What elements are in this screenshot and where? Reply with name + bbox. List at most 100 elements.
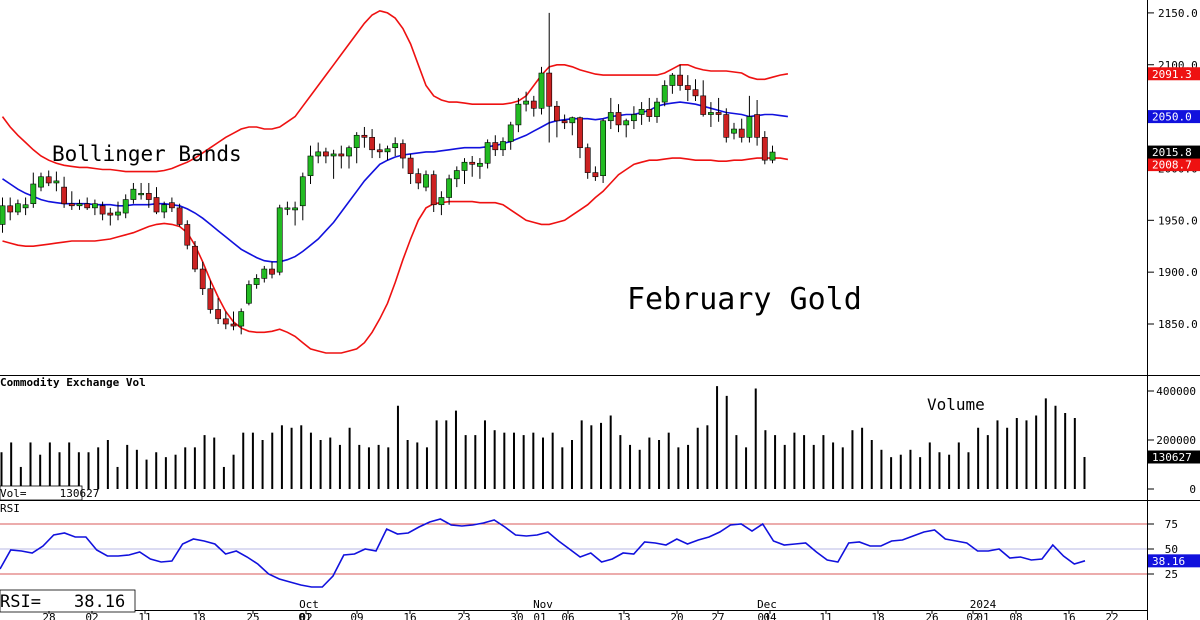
candle-body [192,245,198,270]
volume-label: Volume [927,395,985,414]
candle-body [769,151,776,161]
candle [53,171,60,192]
date-tick-label: 16 [403,611,416,620]
candle-body [476,162,483,167]
candle [476,158,483,179]
candle-body [45,176,52,184]
date-tick-label: 28 [42,611,55,620]
candle-body [338,153,345,157]
candle [369,129,375,159]
candle [569,116,576,136]
candle-body [269,268,275,275]
date-tick-label: 13 [617,611,630,620]
candle [607,97,614,130]
rsi-axis-ticks: 25 50 75 38.16 [1148,518,1200,581]
candle [415,168,422,190]
lower-band-line [2,157,789,354]
candle-body [230,323,237,327]
candle-body [623,120,630,126]
candle [138,182,144,200]
lower-band-tag-box [1148,158,1200,172]
candle-body [307,155,314,177]
volume-axis-ticks: 0 200000 400000 130627 [1148,385,1200,496]
candle [546,12,553,143]
candle-body [700,95,707,115]
candle [453,166,460,188]
candle [523,91,529,112]
candle-body [569,117,576,124]
candle [322,147,329,164]
candle-body [38,176,44,188]
candle [469,156,476,177]
candle [754,100,760,146]
candle-body [107,212,114,216]
date-tick-label-extra: 01 [298,611,311,620]
candle-body [176,207,183,225]
candle-body [153,197,160,213]
candle [661,80,668,107]
candle-body [215,309,221,320]
candle-body [646,109,653,117]
candle-body [238,311,245,327]
rsi-readout-box [0,589,136,613]
candle [68,191,75,210]
candle [176,203,183,227]
candle [107,207,114,226]
candle [246,280,252,306]
candle-body [15,203,21,213]
volume-readout-box [0,485,83,501]
candle [361,126,368,148]
date-axis: 28 02 11 18 25 02 09 16 23 30 06 13 20 27 04 11 18 26 02 08… [42,598,1118,620]
month-label: Oct [299,598,319,611]
candle [700,80,707,117]
candle-body [322,151,329,157]
volume-panel-title: Commodity Exchange Vol [0,376,146,389]
candlesticks [0,12,776,335]
candle-body [99,205,106,215]
volume-last-tag-box [1148,450,1200,464]
candle-body [22,204,29,209]
candle [253,274,260,289]
volume-tick-label: 400000 [1156,385,1196,398]
candle [76,199,83,210]
candle [577,116,583,159]
candle [592,166,599,181]
volume-readout: Vol= 130627 [0,487,99,500]
date-tick-label: 02 [966,611,979,620]
middle-band-tag-box [1148,110,1200,124]
candle [353,132,360,164]
candle-body [161,204,168,213]
candle-body [731,128,737,134]
date-tick-label: 25 [246,611,259,620]
candle [130,182,137,204]
candle-body [607,112,614,122]
candle-body [392,143,399,149]
candle-body [61,186,67,205]
candle [515,97,522,133]
candle-body [461,161,468,171]
rsi-readout-value: 38.16 [74,592,125,612]
rsi-tick-label: 25 [1165,568,1178,581]
candle-body [577,117,583,149]
candle-body [446,178,452,198]
candle [738,118,745,143]
candle [269,261,275,279]
candle-body [684,85,691,90]
candle-body [222,318,229,325]
candle [84,197,91,210]
candle-body [253,278,260,285]
candle-body [122,199,129,214]
candle [145,182,152,208]
candle [15,199,21,216]
rsi-line [0,518,1086,588]
candle-body [746,116,753,138]
candle-body [630,114,637,122]
candle [723,108,730,143]
candle [161,201,168,219]
middle-band-line [2,101,789,263]
upper-band-tag-box [1148,67,1200,81]
price-tick-label: 1900.0 [1158,266,1198,279]
candle [646,97,653,122]
candle-body [430,174,437,206]
